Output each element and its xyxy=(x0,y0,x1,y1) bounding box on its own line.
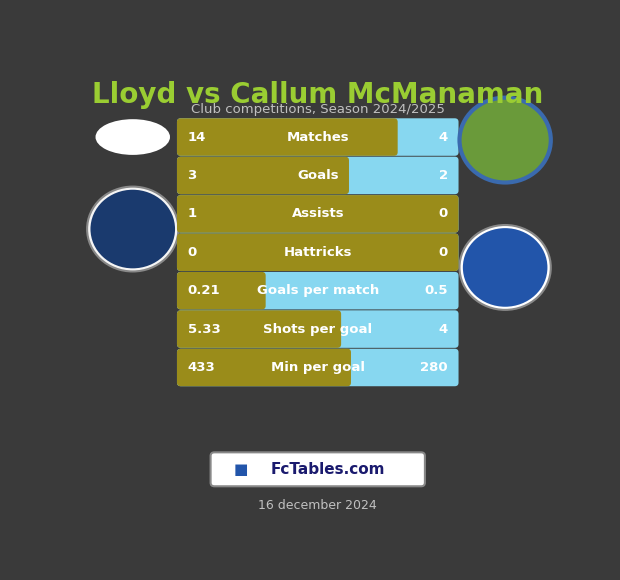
Text: Goals per match: Goals per match xyxy=(257,284,379,297)
Text: ■: ■ xyxy=(234,462,248,477)
Text: 14: 14 xyxy=(187,130,206,143)
Text: 0.5: 0.5 xyxy=(425,284,448,297)
Text: Shots per goal: Shots per goal xyxy=(263,322,373,336)
Text: 5.33: 5.33 xyxy=(187,322,220,336)
Ellipse shape xyxy=(95,119,170,155)
FancyBboxPatch shape xyxy=(177,157,459,194)
Text: 0: 0 xyxy=(439,246,448,259)
Text: Hattricks: Hattricks xyxy=(283,246,352,259)
Text: Lloyd vs Callum McManaman: Lloyd vs Callum McManaman xyxy=(92,81,543,109)
FancyBboxPatch shape xyxy=(177,349,351,386)
Text: 280: 280 xyxy=(420,361,448,374)
Text: Matches: Matches xyxy=(286,130,349,143)
Text: 4: 4 xyxy=(439,130,448,143)
Text: 0: 0 xyxy=(187,246,197,259)
FancyBboxPatch shape xyxy=(177,118,459,156)
Text: 4: 4 xyxy=(439,322,448,336)
Text: 433: 433 xyxy=(187,361,215,374)
FancyBboxPatch shape xyxy=(211,452,425,486)
Circle shape xyxy=(459,97,551,183)
FancyBboxPatch shape xyxy=(177,234,459,271)
Text: 3: 3 xyxy=(187,169,197,182)
Circle shape xyxy=(87,187,179,271)
Circle shape xyxy=(91,190,175,269)
FancyBboxPatch shape xyxy=(177,349,459,386)
Circle shape xyxy=(463,228,547,307)
FancyBboxPatch shape xyxy=(177,310,341,348)
FancyBboxPatch shape xyxy=(177,157,349,194)
Text: 16 december 2024: 16 december 2024 xyxy=(259,499,377,512)
Text: 1: 1 xyxy=(187,208,197,220)
Text: FcTables.com: FcTables.com xyxy=(271,462,386,477)
Text: Goals: Goals xyxy=(297,169,339,182)
FancyBboxPatch shape xyxy=(177,118,397,156)
Text: 0: 0 xyxy=(439,208,448,220)
FancyBboxPatch shape xyxy=(177,272,459,309)
Text: 2: 2 xyxy=(439,169,448,182)
FancyBboxPatch shape xyxy=(177,310,459,348)
FancyBboxPatch shape xyxy=(177,195,459,233)
FancyBboxPatch shape xyxy=(177,272,265,309)
FancyBboxPatch shape xyxy=(177,195,459,233)
Text: Assists: Assists xyxy=(291,208,344,220)
Circle shape xyxy=(459,225,551,310)
Text: 0.21: 0.21 xyxy=(187,284,220,297)
FancyBboxPatch shape xyxy=(177,234,459,271)
Text: Min per goal: Min per goal xyxy=(271,361,365,374)
Text: Club competitions, Season 2024/2025: Club competitions, Season 2024/2025 xyxy=(191,103,445,116)
